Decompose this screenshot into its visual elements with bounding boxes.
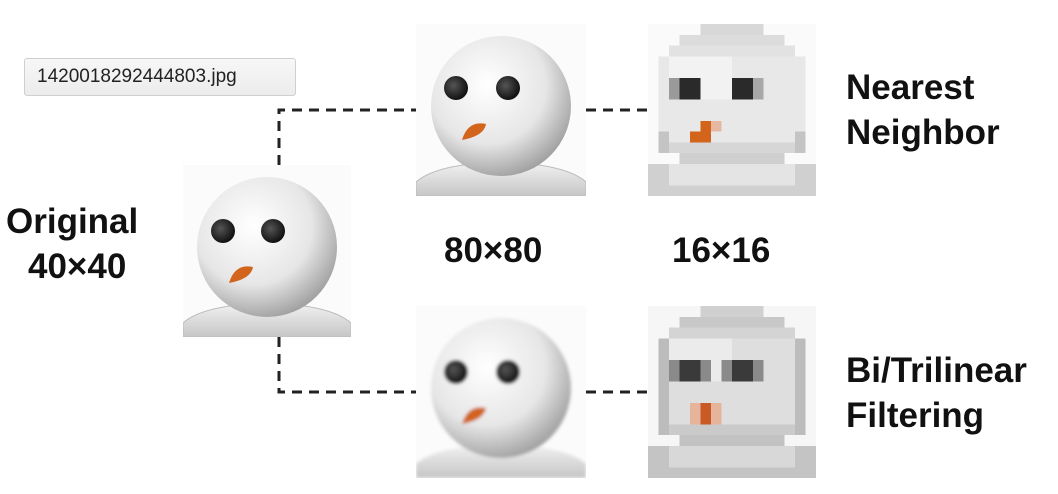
filename-tooltip: 1420018292444803.jpg — [24, 58, 296, 96]
original-label-line2: 40×40 — [28, 247, 127, 286]
snowman-bilinear-16-image — [648, 306, 816, 478]
original-label: Original 40×40 — [6, 199, 138, 289]
size-label-80: 80×80 — [444, 231, 543, 270]
filter-label-line1: Bi/Trilinear — [846, 351, 1027, 390]
filter-label-line2: Filtering — [846, 396, 985, 435]
snowman-nearest-80-image — [416, 24, 586, 196]
connector-original-to-bilinear — [277, 337, 416, 394]
nearest-label-line2: Neighbor — [846, 113, 1000, 152]
snowman-bilinear-80-image — [416, 306, 586, 478]
nearest-neighbor-label: Nearest Neighbor — [846, 65, 1000, 155]
snowman-nearest-16-image — [648, 24, 816, 196]
bilinear-filtering-label: Bi/Trilinear Filtering — [846, 348, 1027, 438]
connector-original-to-nearest — [277, 108, 416, 165]
snowman-original-image — [183, 165, 351, 337]
nearest-label-line1: Nearest — [846, 68, 975, 107]
original-label-line1: Original — [6, 202, 139, 241]
size-label-16: 16×16 — [672, 231, 771, 270]
